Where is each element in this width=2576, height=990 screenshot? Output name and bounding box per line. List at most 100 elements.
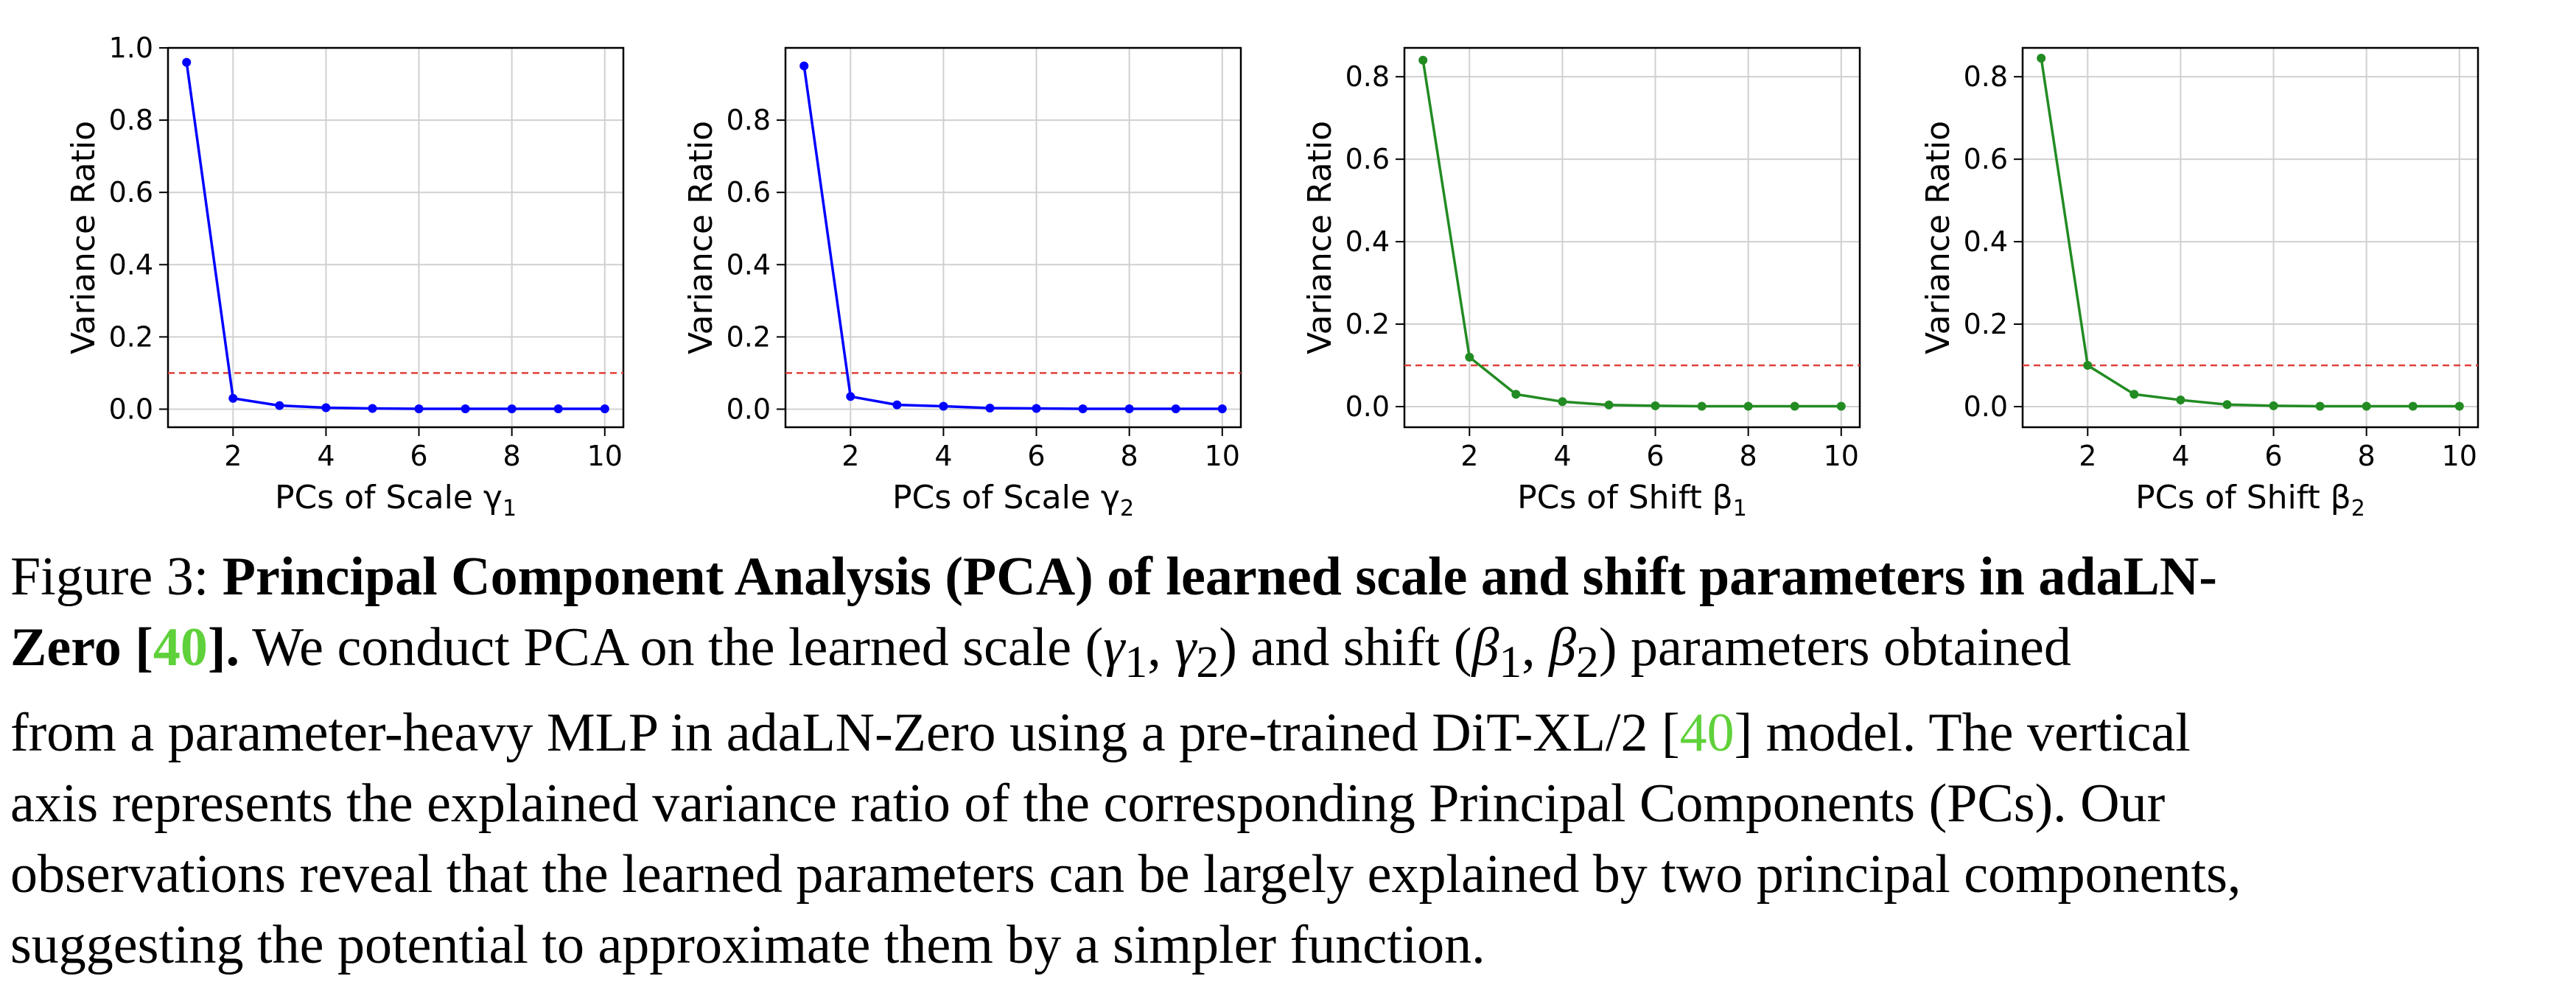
y-tick-label: 0.8 xyxy=(109,104,153,136)
caption-title-end-b: ]. xyxy=(207,617,240,678)
caption-line-3: from a parameter-heavy MLP in adaLN-Zero… xyxy=(10,698,2567,768)
y-axis-label: Variance Ratio xyxy=(1301,121,1339,354)
data-point xyxy=(2176,396,2185,405)
caption-text: ) and shift ( xyxy=(1219,617,1472,678)
plot-frame xyxy=(167,46,625,429)
y-tick-label: 0.2 xyxy=(109,320,153,353)
x-tick-label: 4 xyxy=(2171,440,2189,472)
data-point xyxy=(892,400,902,410)
y-tick-label: 0.0 xyxy=(1345,390,1390,423)
data-point xyxy=(1418,55,1428,65)
data-point xyxy=(2362,401,2371,411)
symbol-beta-1: β xyxy=(1471,617,1499,678)
series-line xyxy=(1421,60,1841,408)
x-tick-label: 10 xyxy=(1824,440,1859,472)
caption-text: ) parameters obtained xyxy=(1598,617,2071,678)
data-point xyxy=(1032,404,1041,413)
data-point xyxy=(1171,404,1180,413)
caption-title-end-a: Zero [ xyxy=(10,617,153,678)
x-axis-label-subscript: 2 xyxy=(1120,496,1134,516)
x-tick-label: 10 xyxy=(587,440,623,472)
caption-line-5: observations reveal that the learned par… xyxy=(10,843,2241,905)
subscript: 1 xyxy=(1499,636,1522,687)
y-tick-label: 0.8 xyxy=(727,104,771,136)
data-point xyxy=(1790,401,1799,411)
data-point xyxy=(1697,401,1707,411)
y-tick-label: 0.6 xyxy=(1964,143,2008,175)
x-axis-label-subscript: 2 xyxy=(2351,496,2365,516)
data-point xyxy=(275,401,284,410)
data-point xyxy=(2408,401,2418,411)
x-tick-label: 8 xyxy=(1740,440,1757,472)
x-tick-label: 6 xyxy=(2264,440,2282,472)
series-line xyxy=(2040,57,2460,408)
data-point xyxy=(600,404,609,413)
caption-line-4: axis represents the explained variance r… xyxy=(10,773,2166,834)
data-point xyxy=(1124,404,1134,413)
y-tick-label: 0.2 xyxy=(1345,308,1390,340)
y-axis-label: Variance Ratio xyxy=(682,121,720,354)
data-point xyxy=(1558,397,1567,407)
citation-link[interactable]: 40 xyxy=(153,617,208,678)
y-axis-label: Variance Ratio xyxy=(1919,121,1957,354)
x-axis-label: PCs of Scale γ1 xyxy=(275,479,517,516)
data-point xyxy=(321,403,331,412)
data-point xyxy=(228,393,238,403)
chart-panel-4: 2 4 6 8 10 0.0 0.2 0.4 0.6 0.8 PCs of Shift β2 Vari… xyxy=(1919,46,2479,516)
symbol-beta-2: β xyxy=(1549,617,1576,678)
data-point xyxy=(985,404,995,413)
y-tick-label: 0.4 xyxy=(109,248,153,281)
citation-link[interactable]: 40 xyxy=(1679,702,1735,763)
x-tick-label: 8 xyxy=(1121,440,1138,472)
data-point xyxy=(799,61,809,71)
data-point xyxy=(2269,401,2278,410)
subscript: 2 xyxy=(1196,636,1219,687)
data-point xyxy=(1078,404,1088,413)
y-tick-label: 0.0 xyxy=(727,393,771,425)
data-point xyxy=(1651,401,1660,410)
x-tick-label: 6 xyxy=(410,440,427,472)
plot-frame xyxy=(2021,46,2479,429)
data-point xyxy=(1465,352,1474,362)
subscript: 2 xyxy=(1576,636,1599,687)
data-point xyxy=(461,404,470,413)
y-tick-label: 0.6 xyxy=(1345,143,1390,175)
chart-panel-3: 2 4 6 8 10 0.0 0.2 0.4 0.6 0.8 PCs of Shift β1 Vari… xyxy=(1301,46,1861,516)
data-point xyxy=(1604,400,1614,410)
x-tick-label: 4 xyxy=(1553,440,1571,472)
y-tick-label: 0.0 xyxy=(1964,390,2008,423)
x-axis-label-subscript: 1 xyxy=(503,496,517,516)
y-tick-label: 0.8 xyxy=(1964,60,2008,93)
series-line xyxy=(185,62,605,410)
x-tick-label: 8 xyxy=(2358,440,2376,472)
caption-line-6: suggesting the potential to approximate … xyxy=(10,914,1485,975)
y-tick-label: 0.6 xyxy=(727,176,771,208)
caption-line-2: Zero [40]. We conduct PCA on the learned… xyxy=(10,612,2567,698)
plot-frame xyxy=(1403,46,1861,429)
plot-frame xyxy=(784,46,1242,429)
data-point xyxy=(846,392,855,401)
data-point xyxy=(2129,390,2139,399)
data-point xyxy=(1743,401,1753,411)
subscript: 1 xyxy=(1124,636,1148,687)
y-tick-label: 0.8 xyxy=(1345,60,1390,93)
data-point xyxy=(2037,53,2046,63)
symbol-gamma-2: γ xyxy=(1175,617,1197,678)
data-point xyxy=(2454,401,2464,411)
chart-panel-2: 2 4 6 8 10 0.0 0.2 0.4 0.6 0.8 PCs of Scale γ2 Vari… xyxy=(682,46,1242,516)
x-axis-label: PCs of Scale γ2 xyxy=(892,479,1134,516)
caption-text: , xyxy=(1522,617,1550,678)
caption-text: We conduct PCA on the learned scale ( xyxy=(239,617,1104,678)
y-tick-label: 0.6 xyxy=(109,176,153,208)
x-axis-label-subscript: 1 xyxy=(1733,496,1747,516)
symbol-gamma-1: γ xyxy=(1103,617,1125,678)
y-axis-label: Variance Ratio xyxy=(65,121,102,354)
data-point xyxy=(2083,361,2093,371)
y-tick-label: 0.4 xyxy=(1964,225,2008,258)
data-point xyxy=(507,404,517,413)
series-line xyxy=(802,66,1222,410)
figure-charts: 2 4 6 8 10 0.0 0.2 0.4 0.6 0.8 1.0 PCs of Scale γ1 V… xyxy=(65,32,2479,516)
caption-text: from a parameter-heavy MLP in adaLN-Zero… xyxy=(10,702,1680,763)
x-tick-label: 2 xyxy=(2079,440,2096,472)
caption-line-1: Figure 3: Principal Component Analysis (… xyxy=(10,541,2567,612)
